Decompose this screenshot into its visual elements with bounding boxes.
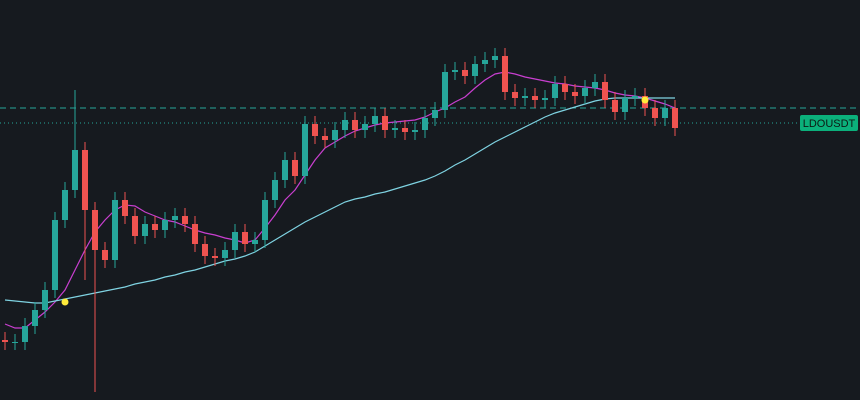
candle-body [12,342,18,343]
candle-body [482,60,488,64]
candle-body [42,290,48,310]
price-tag [800,115,858,131]
candle-body [492,56,498,60]
price-tag-label: LDOUSDT [803,118,856,130]
candle-body [202,244,208,256]
moving-average [4,97,675,304]
candle-body [162,220,168,230]
candle-body [552,84,558,98]
candle-body [672,108,678,128]
candle-body [662,108,668,118]
candle-body [102,250,108,260]
candle-body [422,118,428,130]
candle-body [632,96,638,98]
candle-body [292,160,298,176]
candle-body [52,220,58,290]
candle-body [332,130,338,140]
candle-body [582,88,588,96]
candle-body [142,224,148,236]
candle-body [242,232,248,244]
candle-body [612,100,618,112]
candle-body [92,210,98,250]
candle-body [122,200,128,216]
candle-body [82,150,88,210]
candle-body [222,250,228,258]
candle-body [72,150,78,190]
candle-body [602,82,608,100]
candle-body [342,120,348,130]
candle-body [192,224,198,244]
candle-body [132,216,138,236]
candle-body [512,92,518,98]
candle-body [652,108,658,118]
candle-body [312,124,318,136]
candle-body [382,116,388,130]
candle-body [462,70,468,76]
candle-body [522,96,528,98]
candle-body [592,82,598,88]
candle-body [112,200,118,260]
candle-body [262,200,268,240]
candle-body [392,128,398,130]
candle-body [372,116,378,124]
candle-body [22,326,28,342]
candle-body [412,130,418,132]
candle-body [472,64,478,76]
candle-body [182,216,188,224]
candle-body [542,98,548,100]
candle-body [272,180,278,200]
cross-marker [61,298,69,306]
candle-body [572,92,578,96]
candle-body [442,72,448,110]
candle-body [62,190,68,220]
candle-body [402,128,408,132]
cross-marker [641,96,649,104]
candle-body [252,240,258,244]
candle-body [212,256,218,258]
candle-body [452,70,458,72]
candle-body [622,98,628,112]
candle-body [172,216,178,220]
candle-body [302,124,308,176]
candle-body [152,224,158,230]
candle-body [362,124,368,130]
candle-body [232,232,238,250]
candle-body [562,84,568,92]
candle-body [2,340,8,342]
candle-body [32,310,38,326]
candle-body [352,120,358,130]
candle-body [432,110,438,118]
candle-body [282,160,288,180]
candle-body [532,96,538,100]
candle-body [502,56,508,92]
candle-body [322,136,328,140]
